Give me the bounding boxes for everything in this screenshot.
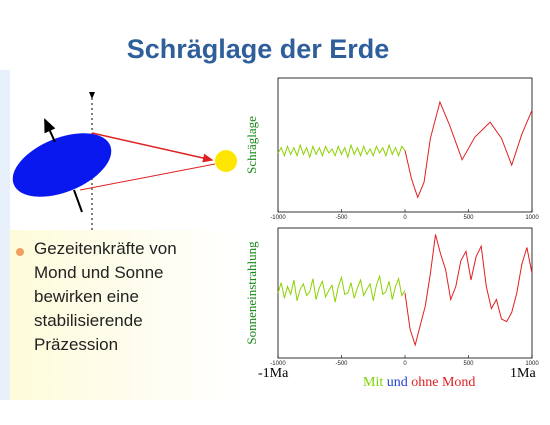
x-tick-label: -500	[335, 215, 348, 221]
bullet-line: Präzession	[34, 335, 118, 354]
series-line	[277, 274, 406, 303]
y-axis-label: Sonneneinstrahlung	[244, 241, 259, 345]
title: Schräglage der Erde	[127, 34, 390, 64]
caption-and: und	[387, 375, 408, 390]
x-tick-label: 500	[463, 215, 474, 221]
x-tick-label: -1000	[270, 215, 286, 221]
earth-diagram	[12, 92, 237, 232]
x-tick-label: 0	[403, 361, 407, 367]
x-tick-label: -1000	[270, 361, 286, 367]
bullet-line: Gezeitenkräfte von	[34, 239, 177, 258]
plot-frame	[277, 77, 533, 213]
x-tick-label: 500	[463, 361, 474, 367]
bullet-line: Mond und Sonne	[34, 263, 164, 282]
series-line	[404, 100, 533, 199]
bullet-line: stabilisierende	[34, 311, 143, 330]
x-tick-label: -500	[335, 361, 348, 367]
background-strip	[0, 70, 10, 400]
x-tick-label: 1000	[525, 361, 539, 367]
caption-with: Mit	[363, 375, 383, 390]
time-left: -1Ma	[258, 366, 289, 381]
bullet-line: bewirken eine	[34, 287, 139, 306]
background	[0, 230, 240, 400]
x-tick-label: 1000	[525, 215, 539, 221]
x-tick-label: 0	[403, 215, 407, 221]
caption-without: ohne Mond	[411, 375, 475, 390]
bullet-dot	[16, 248, 24, 256]
series-line	[277, 143, 406, 159]
series-line	[404, 234, 533, 347]
caption: Mit und ohne Mond	[363, 375, 475, 390]
time-right: 1Ma	[510, 366, 536, 381]
y-axis-label: Schräglage	[244, 116, 259, 174]
